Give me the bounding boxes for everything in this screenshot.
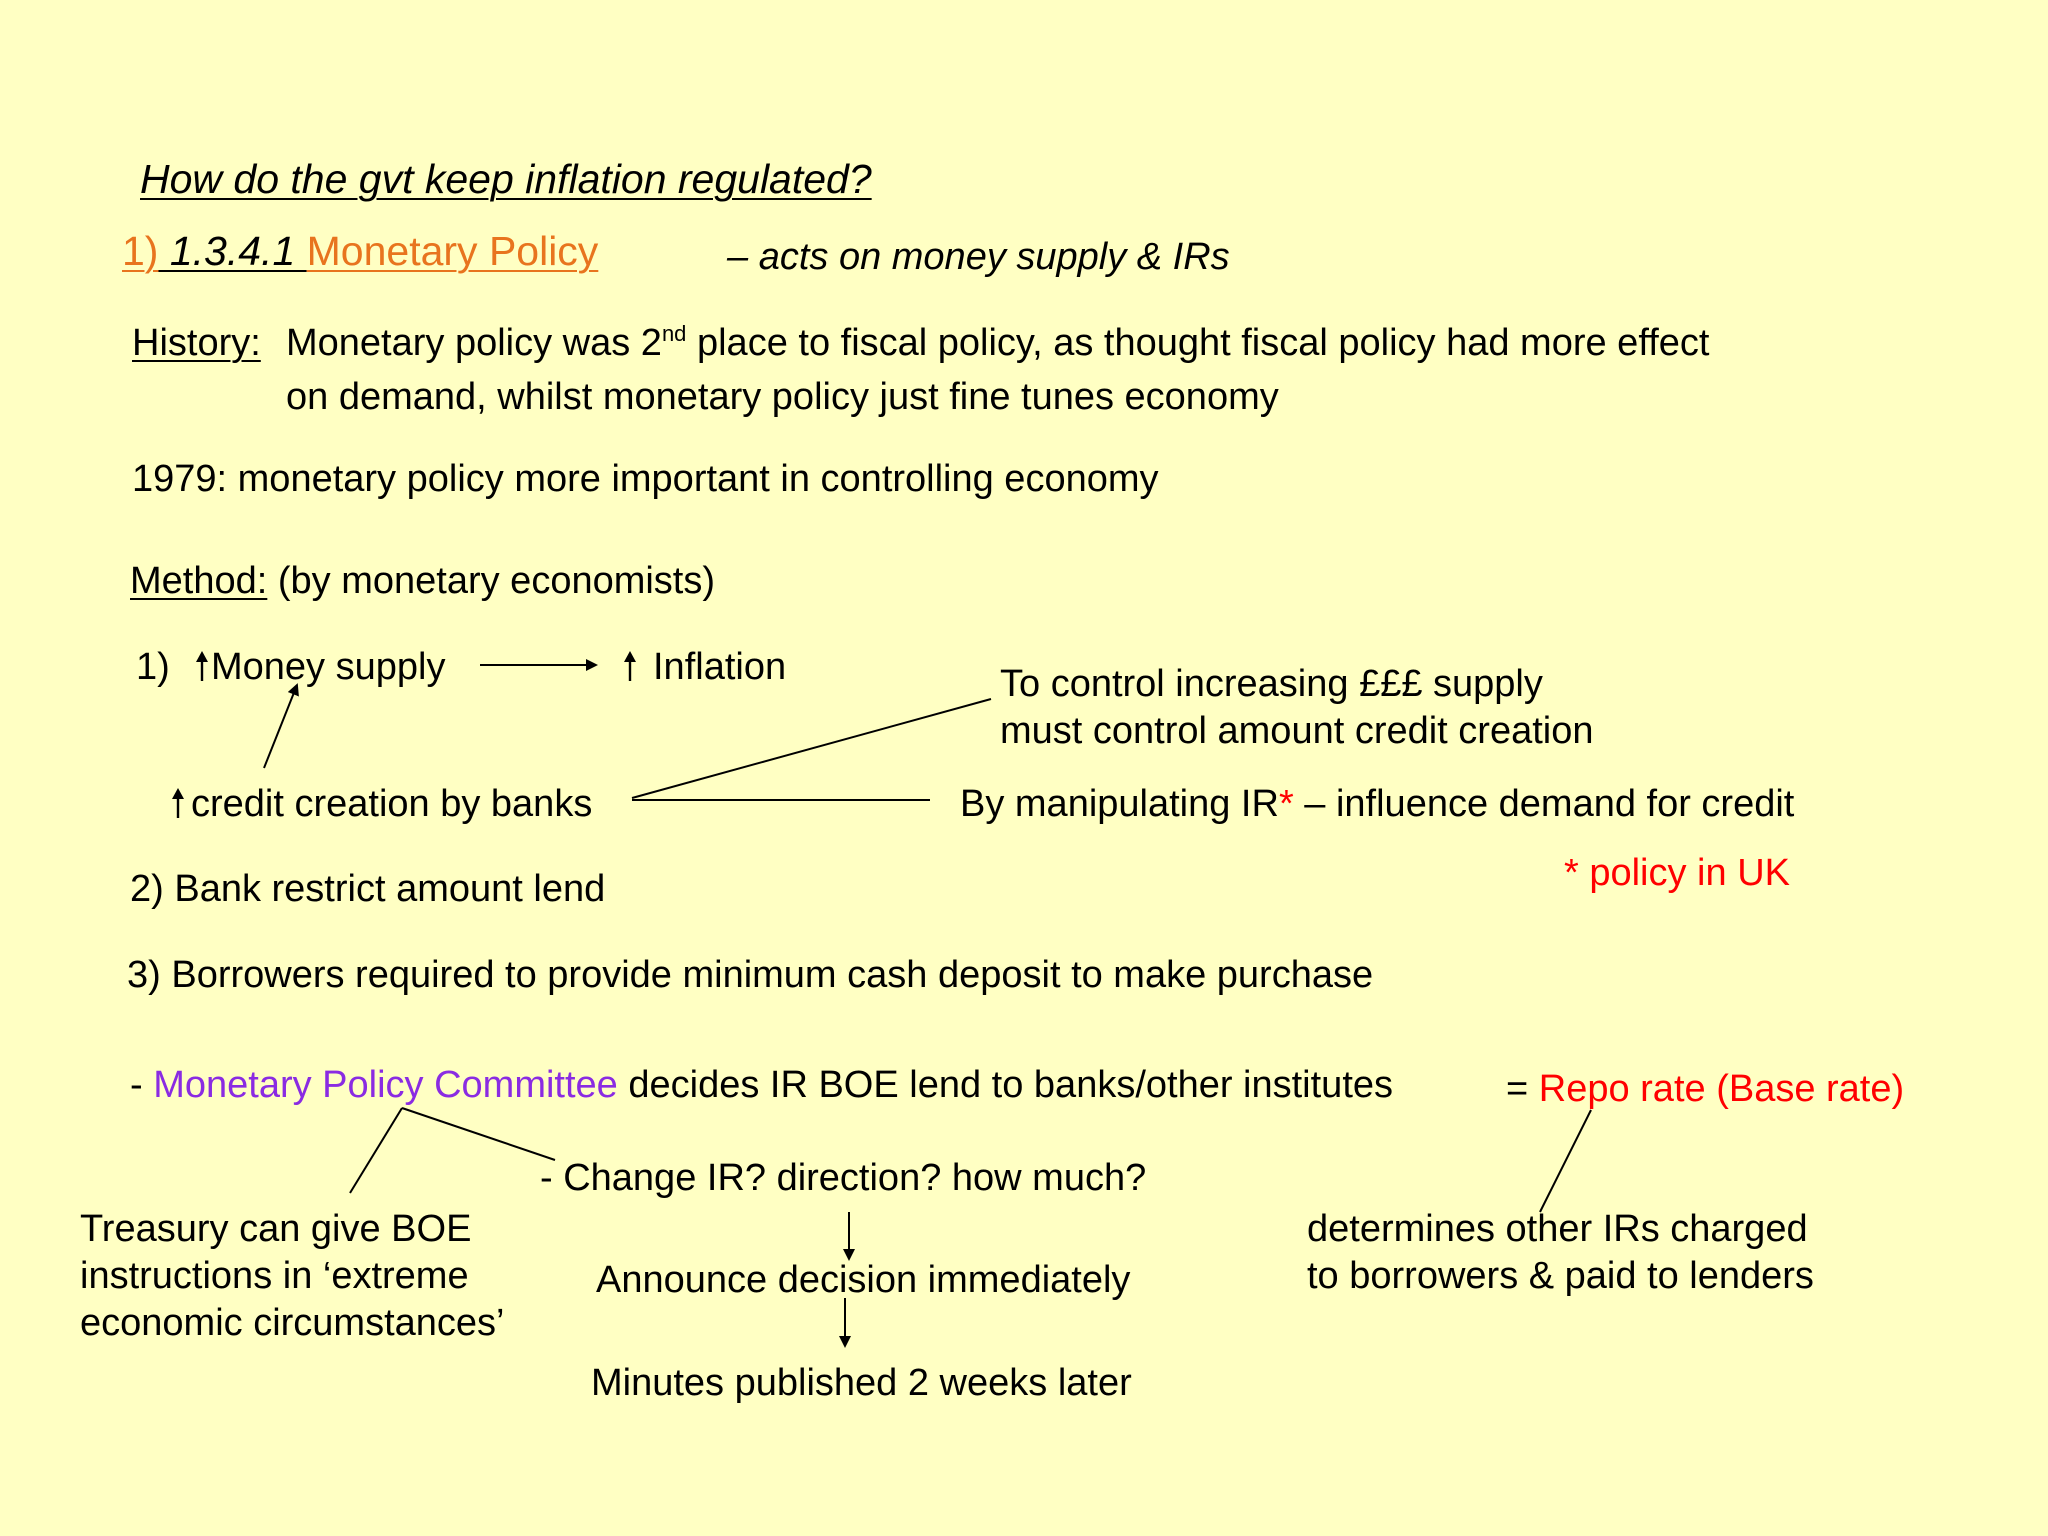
page-title: How do the gvt keep inflation regulated? [140,156,872,202]
manipulating-ir-text: By manipulating IR [960,783,1279,825]
control-note-line-1: To control increasing £££ supply [1000,663,1543,705]
history-line-1-end: place to fiscal policy, as thought fisca… [696,322,1710,364]
manipulating-ir-rest: – influence demand for credit [1293,783,1795,825]
method-heading: Method: (by monetary economists) [130,560,715,604]
treasury-line-3: economic circumstances’ [80,1302,505,1344]
section-description: – acts on money supply & IRs [727,236,1230,278]
repo-rate-label: Repo rate (Base rate) [1538,1068,1905,1110]
treasury-line-2: instructions in ‘extreme [80,1255,469,1297]
mpc-decides: decides IR BOE lend to banks/other insti… [617,1064,1394,1106]
up-arrow-icon [196,651,208,681]
announce-decision: Announce decision immediately [596,1259,1131,1301]
section-name: Monetary Policy [306,228,599,274]
line-repo-to-determines [1539,1109,1592,1213]
mpc-dash: - [130,1064,154,1106]
section-number: 1.3.4.1 [158,228,307,274]
inflation-label: Inflation [653,646,787,688]
section-number-prefix: 1) [122,228,159,274]
determines-line-1: determines other IRs charged [1307,1208,1808,1250]
control-note-line-2: must control amount credit creation [1000,710,1594,752]
arrow-credit-to-money [263,683,299,769]
method-label: Method: [130,560,268,602]
ordinal-suffix: nd [661,321,687,346]
history-line-1: Monetary policy was 2nd place to fiscal … [286,322,1709,366]
up-arrow-icon [172,788,184,818]
line-credit-to-control [631,698,992,799]
method-1-number: 1) [136,646,170,688]
history-line-1-start: Monetary policy was 2 [286,322,662,364]
method-2: 2) Bank restrict amount lend [130,868,606,910]
manipulating-ir-note: By manipulating IR* – influence demand f… [960,783,1794,827]
up-arrow-icon [624,651,636,681]
policy-uk-footnote: * policy in UK [1564,852,1790,894]
mpc-statement: - Monetary Policy Committee decides IR B… [130,1064,1393,1108]
repo-rate-node: = Repo rate (Base rate) [1506,1068,1904,1112]
line-mpc-to-treasury [349,1107,403,1194]
asterisk-marker: * [1278,783,1294,825]
mpc-name: Monetary Policy Committee [153,1064,618,1106]
equals-sign: = [1506,1068,1539,1110]
line-mpc-to-change [401,1107,556,1161]
history-line-2: on demand, whilst monetary policy just f… [286,376,1279,418]
money-supply-node: Money supply [195,646,445,690]
credit-creation-label: credit creation by banks [191,783,593,825]
money-supply-label: Money supply [211,646,446,688]
history-label: History: [132,322,261,364]
inflation-node: Inflation [623,646,786,690]
method-3: 3) Borrowers required to provide minimum… [127,954,1374,996]
method-text: (by monetary economists) [277,560,716,602]
year-note: 1979: monetary policy more important in … [132,458,1159,500]
minutes-published: Minutes published 2 weeks later [591,1362,1132,1404]
treasury-line-1: Treasury can give BOE [80,1208,472,1250]
section-heading: 1) 1.3.4.1 Monetary Policy [122,228,598,275]
determines-line-2: to borrowers & paid to lenders [1307,1255,1814,1297]
change-ir-question: - Change IR? direction? how much? [540,1157,1147,1199]
credit-creation-node: credit creation by banks [171,783,592,827]
